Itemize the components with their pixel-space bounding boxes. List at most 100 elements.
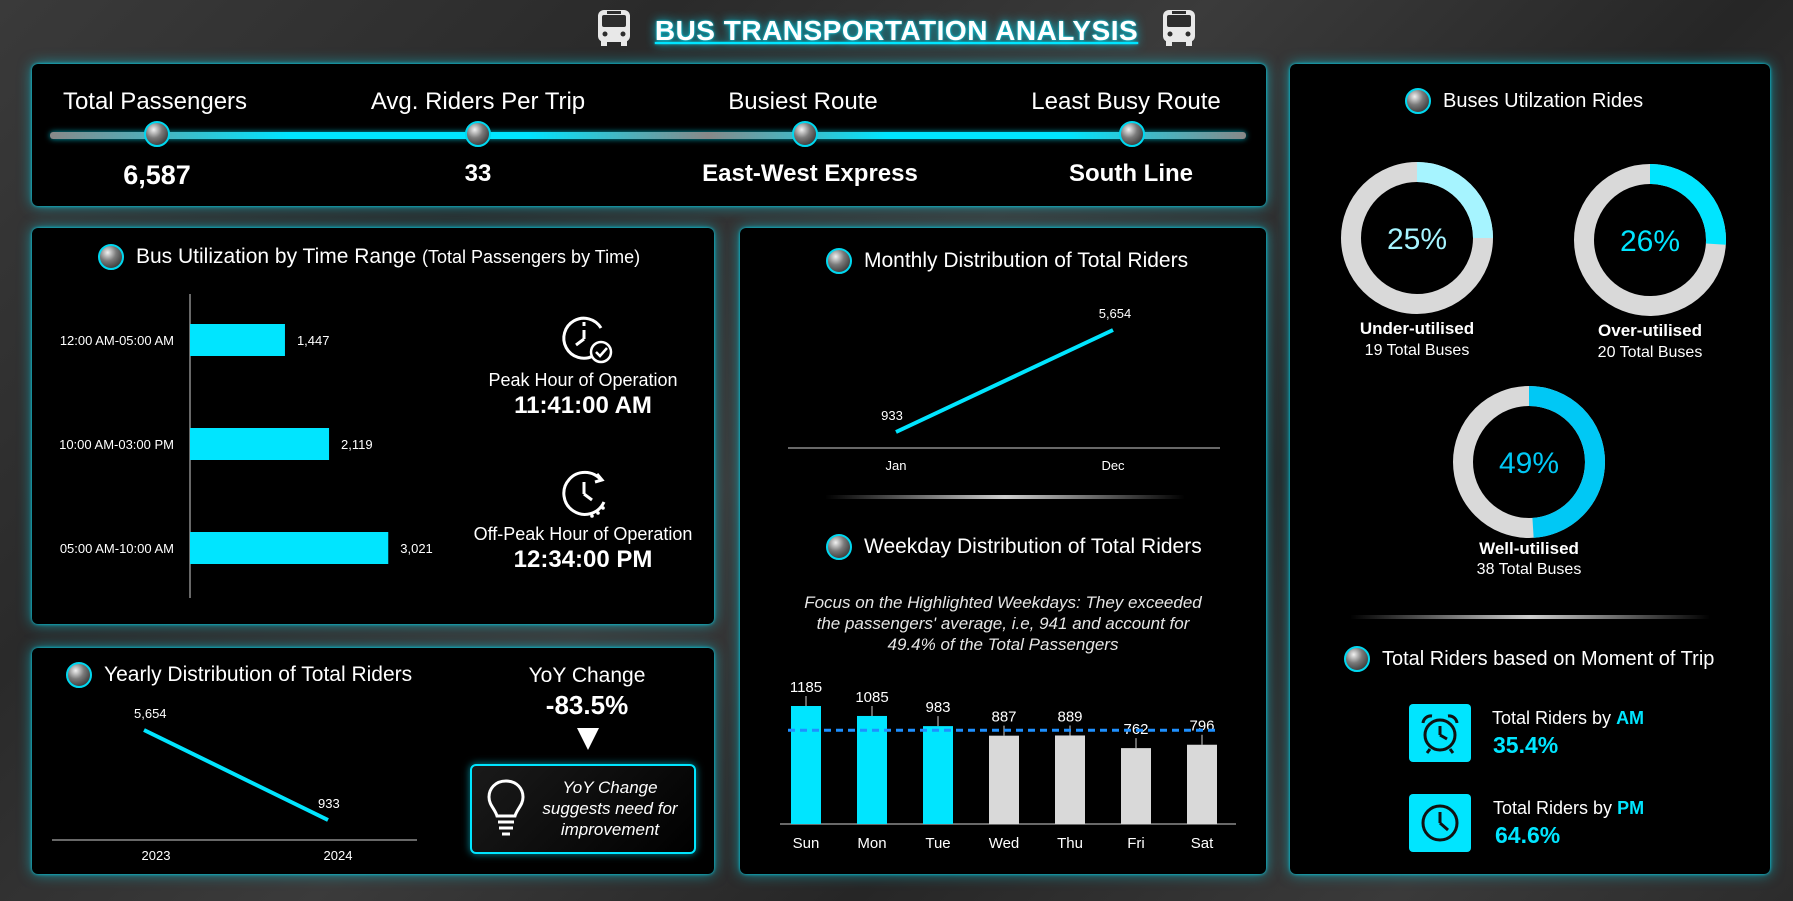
peak-hour-value: 11:41:00 AM [514,392,652,419]
weekday-note-line: 49.4% of the Total Passengers [887,635,1119,654]
pm-label-word: PM [1617,798,1645,818]
pm-label-prefix: Total Riders by [1493,798,1618,818]
tick-label: Mon [857,835,886,852]
utilization-panel: Buses Utilzation Rides 25% Under-utilise… [1290,64,1770,874]
bus-icon [595,8,633,53]
bar [1121,748,1151,824]
time-range-title-row: Bus Utilization by Time Range (Total Pas… [98,244,640,270]
kpi-marker-icon [144,121,170,147]
tick-label: Sun [793,835,820,852]
ring-sub-under-utilised: 19 Total Buses [1364,342,1470,359]
time-range-subtitle: (Total Passengers by Time) [421,247,641,267]
offpeak-hour-value: 12:34:00 PM [513,546,653,573]
bullet-icon [826,534,852,560]
tick-label: Wed [989,835,1020,852]
ring-over-utilised: 26% [1574,164,1726,316]
kpi-label-busiest-route: Busiest Route [728,88,878,115]
bullet-icon [1344,646,1370,672]
ring-label-under-utilised: Under-utilised [1359,319,1475,338]
am-label-prefix: Total Riders by [1492,708,1617,728]
time-range-panel: Bus Utilization by Time Range (Total Pas… [32,228,714,624]
kpi-value-busiest-route: East-West Express [702,160,918,187]
bar [1187,744,1217,824]
bar [923,726,953,824]
down-arrow-icon [577,728,599,755]
tick-label: 2024 [324,848,353,863]
tick-label: Sat [1191,835,1214,852]
weekday-title-row: Weekday Distribution of Total Riders [826,534,1202,560]
kpi-marker-icon [1119,121,1145,147]
ring-percent: 49% [1499,447,1559,480]
data-label: 3,021 [400,541,433,556]
bar [190,532,389,564]
ring-percent: 25% [1387,223,1447,256]
bar [1055,735,1085,824]
monthly-chart: 933 Jan 5,654 Dec [788,306,1220,473]
data-label: 983 [925,699,950,716]
tick-label: 2023 [142,848,171,863]
kpi-value-total-passengers: 6,587 [123,160,191,190]
kpi-label-avg-riders: Avg. Riders Per Trip [370,88,586,115]
tick-label: 12:00 AM-05:00 AM [60,333,174,348]
yearly-title-row: Yearly Distribution of Total Riders [66,662,412,688]
peak-hour-label: Peak Hour of Operation [488,370,678,390]
tick-label: Dec [1101,458,1125,473]
moment-title-row: Total Riders based on Moment of Trip [1344,646,1714,672]
monthly-title-row: Monthly Distribution of Total Riders [826,248,1188,274]
header: BUS TRANSPORTATION ANALYSIS [0,8,1793,53]
time-range-chart: 12:00 AM-05:00 AM 1,447 10:00 AM-03:00 PM 2… [59,294,433,598]
kpi-value-avg-riders: 33 [464,160,492,187]
data-label: 933 [881,408,903,423]
section-divider [1350,615,1710,619]
data-label: 5,654 [1099,306,1132,321]
am-label: Total Riders by AM [1492,708,1644,729]
offpeak-hour-label: Off-Peak Hour of Operation [473,524,693,544]
bullet-icon [66,662,92,688]
yoy-note-line: suggests need for [542,799,678,818]
alarm-clock-icon [1409,704,1471,762]
kpi-marker-icon [792,121,818,147]
ring-percent: 26% [1620,225,1680,258]
yoy-note-line: YoY Change [562,778,658,797]
time-range-title: Bus Utilization by Time Range [136,245,417,268]
bar [190,428,330,460]
weekday-chart: 1185Sun1085Mon983Tue887Wed889Thu762Fri79… [780,679,1236,852]
monthly-title: Monthly Distribution of Total Riders [864,249,1189,272]
tick-label: 10:00 AM-03:00 PM [59,437,174,452]
series-line [143,728,329,822]
ring-sub-over-utilised: 20 Total Buses [1597,344,1703,361]
bar [190,324,285,356]
yoy-note-callout: YoY Change suggests need for improvement [470,764,696,854]
data-label: 887 [991,709,1016,726]
data-label: 796 [1189,718,1214,735]
data-label: 1,447 [297,333,330,348]
ring-fill [1341,162,1493,314]
offpeak-clock-icon [557,468,613,525]
yearly-chart: 5,654 2023 933 2024 [52,706,417,863]
ring-sub-well-utilised: 38 Total Buses [1476,561,1582,578]
series-line [895,328,1114,434]
kpi-marker-icon [465,121,491,147]
lightbulb-icon [486,778,526,845]
kpi-label-least-busy-route: Least Busy Route [1031,88,1221,115]
distribution-panel: Monthly Distribution of Total Riders 933… [740,228,1266,874]
data-label: 889 [1057,708,1082,725]
ring-fill [1453,386,1605,538]
yoy-note-line: improvement [560,820,660,839]
tick-label: 05:00 AM-10:00 AM [60,541,174,556]
am-value: 35.4% [1493,732,1559,758]
clock-icon [1409,794,1471,852]
section-divider [825,495,1185,499]
am-label-word: AM [1616,708,1645,728]
bar [989,735,1019,824]
data-label: 1185 [790,679,822,696]
bullet-icon [98,244,124,270]
data-label: 1085 [855,689,888,706]
pm-value: 64.6% [1495,822,1561,848]
data-label: 5,654 [134,706,167,721]
kpi-value-least-busy-route: South Line [1069,160,1193,187]
data-label: 933 [318,796,340,811]
weekday-note-line: Focus on the Highlighted Weekdays: They … [804,593,1202,612]
peak-clock-icon [557,312,615,373]
ring-label-well-utilised: Well-utilised [1479,539,1579,558]
